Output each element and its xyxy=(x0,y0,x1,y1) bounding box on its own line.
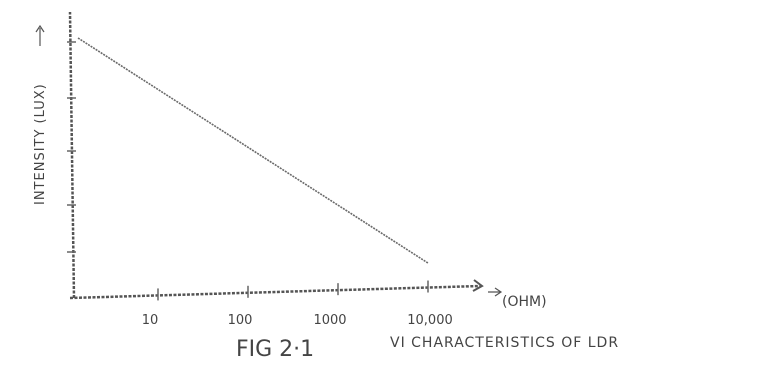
x-ticks xyxy=(157,280,429,301)
y-axis xyxy=(68,11,76,299)
x-axis-arrow-icon xyxy=(472,279,484,292)
y-axis-label: INTENSITY (LUX) xyxy=(33,83,48,205)
x-axis-label: (OHM) xyxy=(502,294,547,310)
y-ticks xyxy=(67,41,76,253)
x-axis-label-arrow-icon xyxy=(488,287,503,297)
x-tick-label: 10,000 xyxy=(407,313,453,328)
y-axis-label-arrow-icon xyxy=(35,24,45,46)
x-axis xyxy=(69,284,481,300)
x-tick-label: 100 xyxy=(228,313,253,328)
x-tick-label: 10 xyxy=(142,313,159,328)
chart-title: VI CHARACTERISTICS OF LDR xyxy=(390,335,619,351)
figure-label: FIG 2·1 xyxy=(236,337,314,362)
x-tick-labels: 10 100 1000 10,000 xyxy=(142,313,453,328)
series-line xyxy=(77,37,429,264)
plot-area xyxy=(77,37,429,264)
x-tick-label: 1000 xyxy=(313,313,346,328)
